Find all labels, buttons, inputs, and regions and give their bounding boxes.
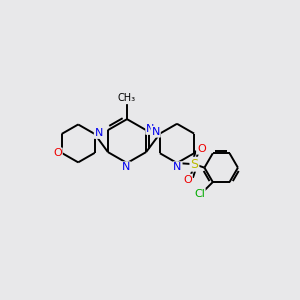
- Text: N: N: [122, 162, 130, 172]
- Text: N: N: [95, 128, 103, 138]
- Text: O: O: [53, 148, 62, 158]
- Text: O: O: [183, 175, 192, 185]
- Text: N: N: [152, 127, 160, 137]
- Text: Cl: Cl: [194, 189, 205, 199]
- Text: N: N: [173, 162, 182, 172]
- Text: N: N: [146, 124, 154, 134]
- Text: O: O: [197, 144, 206, 154]
- Text: S: S: [190, 158, 198, 171]
- Text: CH₃: CH₃: [118, 93, 136, 103]
